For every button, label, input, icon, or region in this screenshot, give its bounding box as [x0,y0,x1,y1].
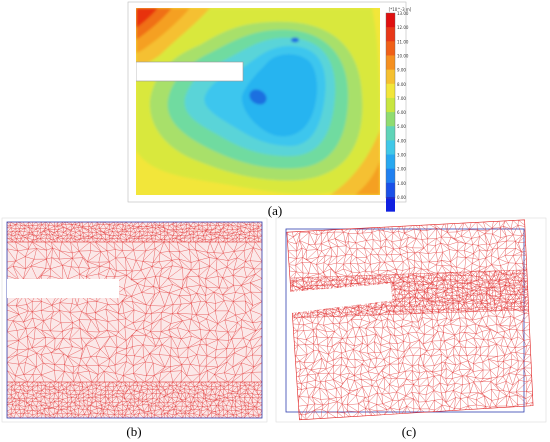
colorbar: 13.00 12.00 11.00 10.00 9.00 8.00 7.00 6.00 5.00… [385,11,409,212]
colorbar-swatch [386,69,395,85]
colorbar-label: 2.00 [397,167,406,172]
colorbar-label: 9.00 [397,68,406,73]
notch [136,61,244,82]
mesh-group [7,222,262,418]
colorbar-swatch [386,27,395,42]
caption: (b) [126,424,141,439]
boundary [6,221,263,419]
colorbar-swatch [386,126,395,141]
colorbar-swatch [386,97,395,113]
caption: (a) [268,203,282,218]
colorbar-label: 3.00 [397,153,406,158]
colorbar-label: 0.00 [397,195,406,200]
colorbar-swatch [386,41,395,56]
colorbar-unit: [*10^-3 m] [389,7,412,12]
contour-band [291,37,299,43]
colorbar-label: 12.00 [397,25,409,30]
contour-band [241,54,317,137]
contour-band [249,89,267,105]
colorbar-label: 13.00 [397,11,409,16]
deformed-boundary [286,219,534,421]
colorbar-swatch [386,182,395,198]
colorbar-label: 4.00 [397,138,406,143]
colorbar-swatch [386,168,395,184]
colorbar-swatch [386,197,395,212]
colorbar-label: 7.00 [397,96,406,101]
notch [286,283,393,314]
contour-band [136,8,158,28]
colorbar-label: 5.00 [397,124,406,129]
colorbar-label: 1.00 [397,181,406,186]
colorbar-label: 10.00 [397,53,409,58]
colorbar-swatch [386,83,395,99]
colorbar-swatch [386,154,395,170]
colorbar-swatch [386,13,395,28]
colorbar-swatch [386,140,395,156]
contour-band [355,160,380,195]
colorbar-label: 6.00 [397,110,406,115]
contour-band [330,130,380,195]
colorbar-swatch [386,55,395,71]
colorbar-swatch [386,112,395,127]
notch [7,279,119,298]
contour-plot [136,8,380,195]
colorbar-label: 11.00 [397,39,409,44]
mesh [7,222,262,418]
colorbar-outline [385,12,396,199]
caption: (c) [402,424,416,439]
colorbar-label: 8.00 [397,82,406,87]
